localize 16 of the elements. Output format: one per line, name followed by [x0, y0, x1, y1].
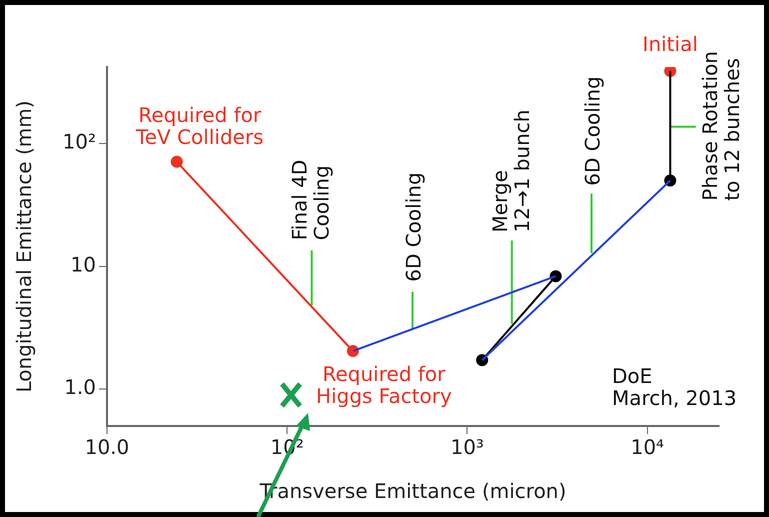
y-axis-title: Longitudinal Emittance (mm) [12, 100, 36, 393]
y-tick-label: 10² [62, 130, 96, 154]
annotation: DoE March, 2013 [612, 364, 737, 410]
x-tick-label: 10.0 [84, 435, 130, 460]
annotation: 6D Cooling [402, 172, 426, 282]
y-tick-label: 1.0 [64, 375, 96, 400]
annotation: Phase Rotation to 12 bunches [698, 51, 744, 201]
annotation: Required for TeV Colliders [134, 102, 264, 149]
annotation: Merge 12→1 bunch [488, 110, 534, 233]
x-tick-label: 10³ [450, 435, 484, 460]
y-tick-label: 10 [70, 252, 96, 276]
annotation: Final 4D Cooling [288, 160, 334, 240]
annotation: 6D Cooling [580, 76, 605, 186]
annotation: Initial [642, 32, 698, 56]
x-tick-label: 10⁴ [630, 435, 664, 460]
annotation: Required for Higgs Factory [316, 362, 452, 408]
